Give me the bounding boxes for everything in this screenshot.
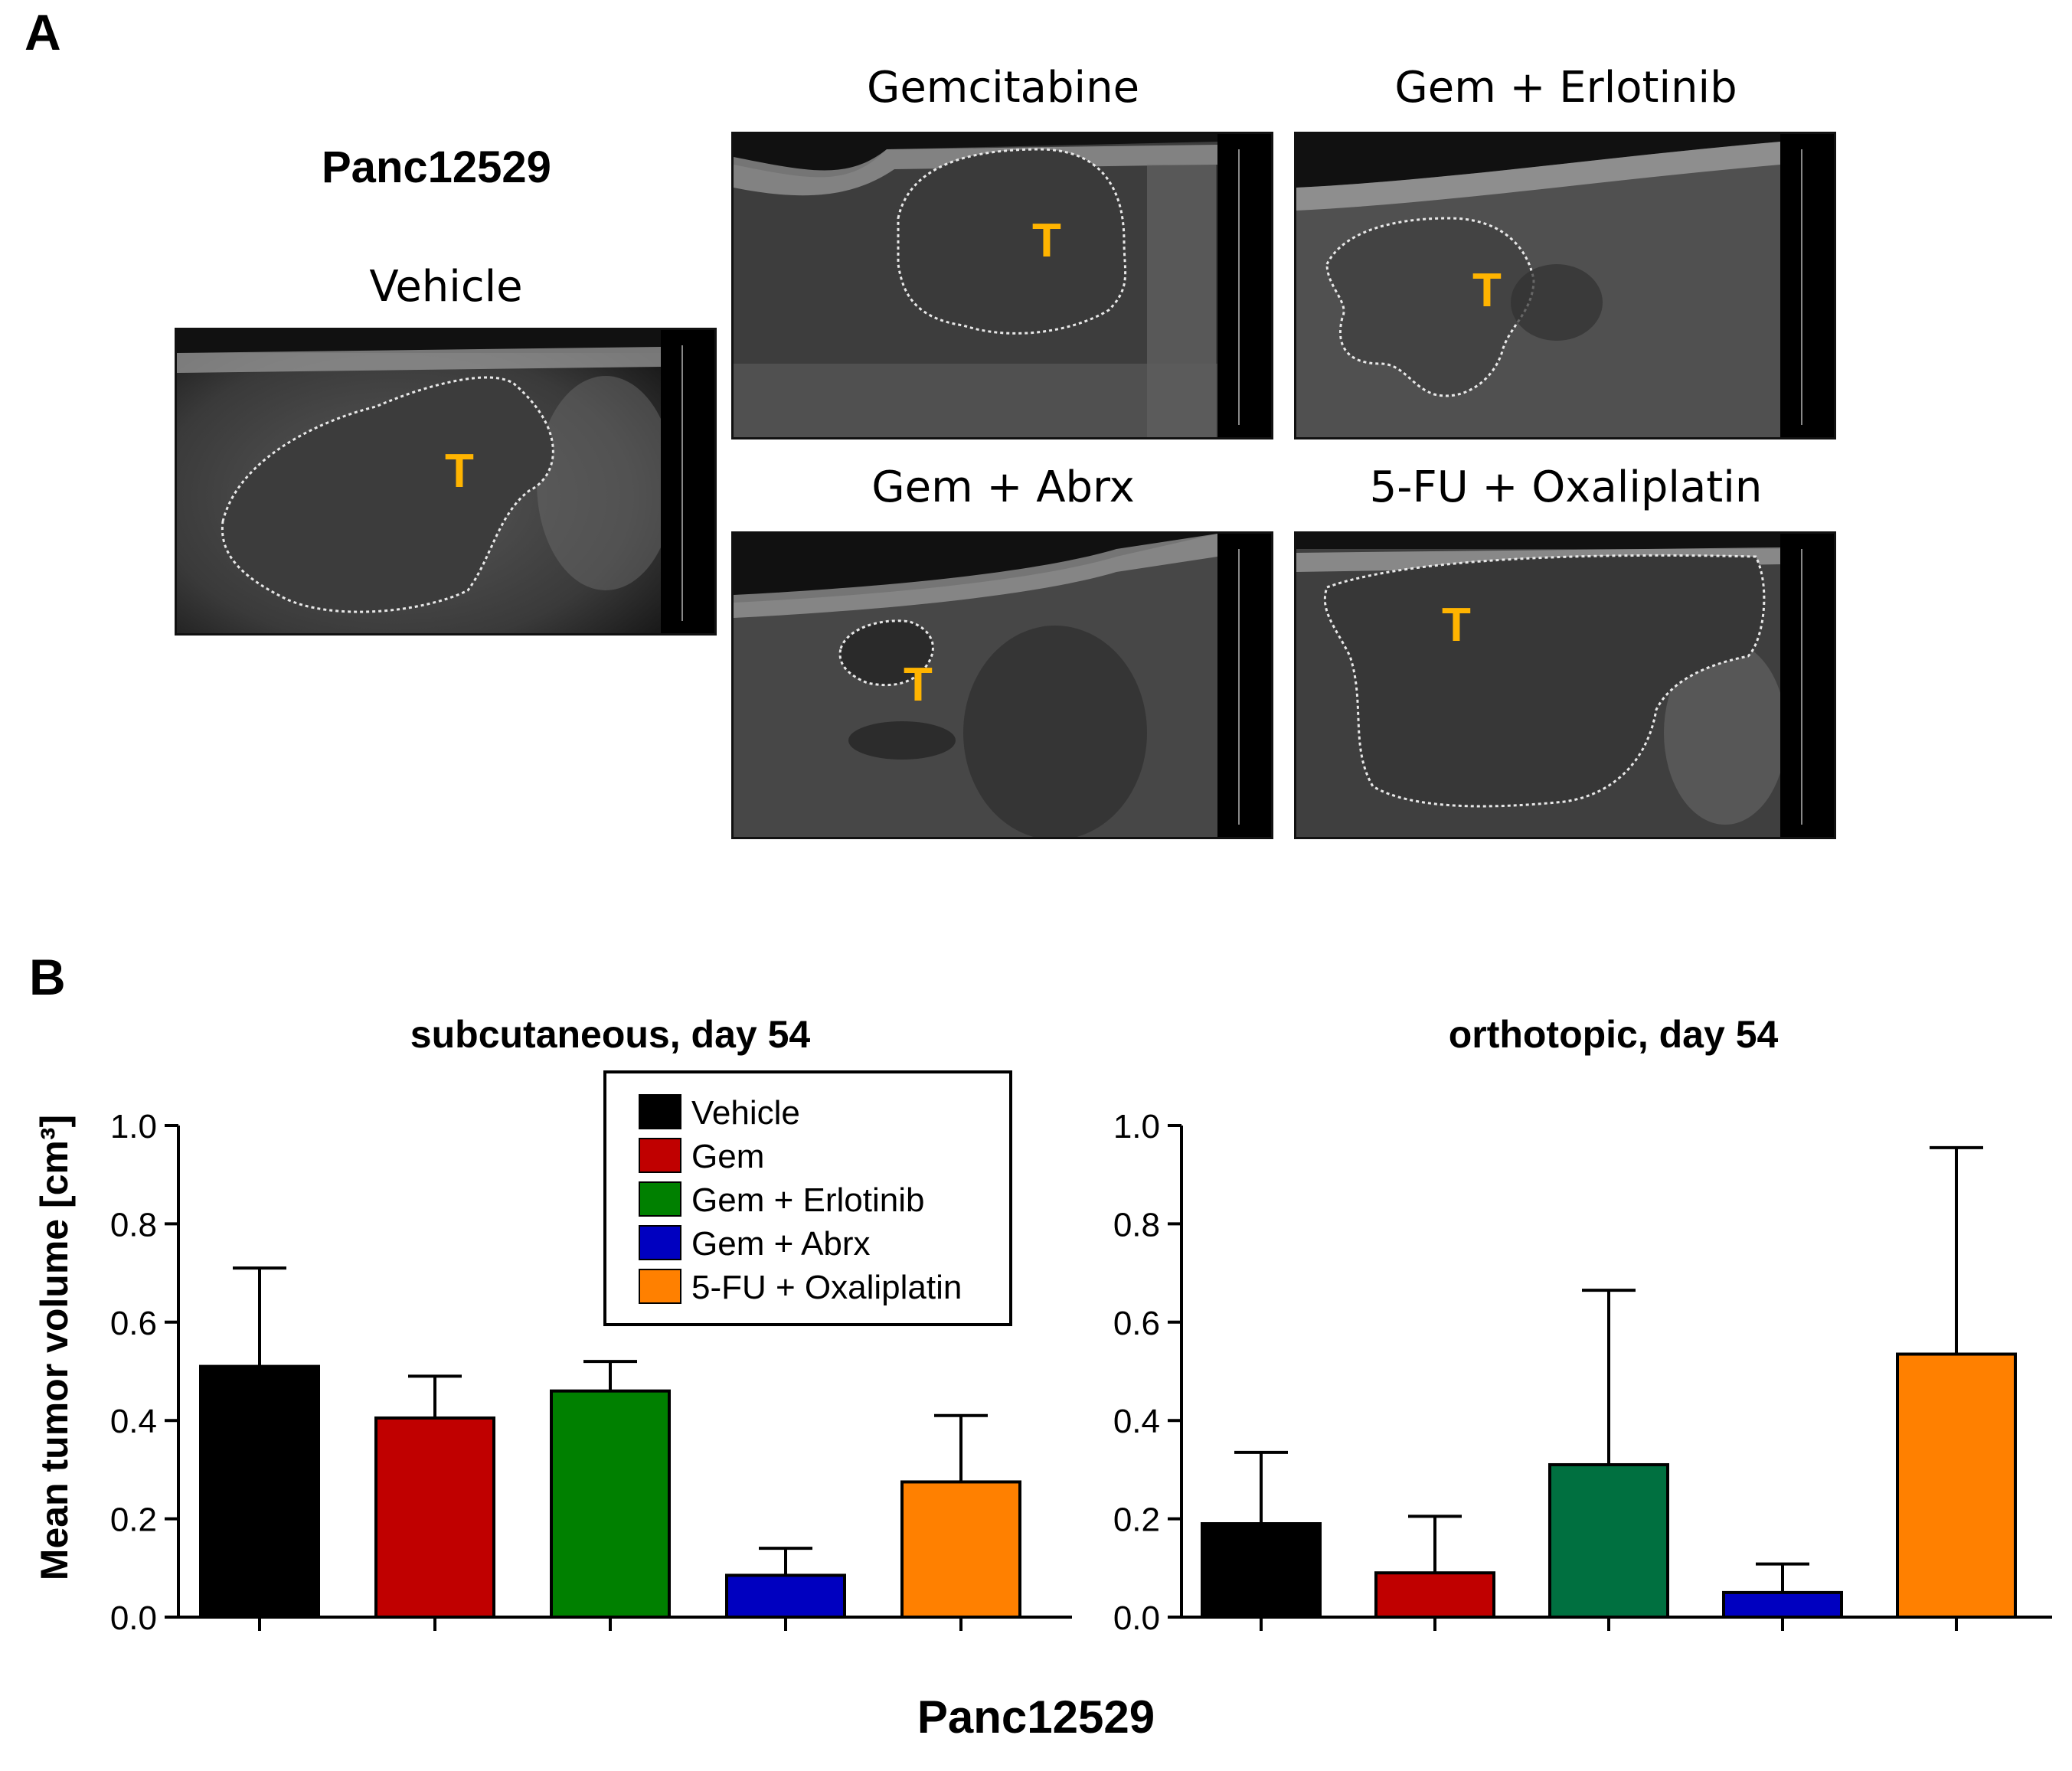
image-title-5fu-oxaliplatin: 5-FU + Oxaliplatin	[1369, 462, 1763, 512]
y-tick-label: 0.4	[110, 1403, 157, 1440]
y-tick-label: 0.0	[1113, 1599, 1160, 1637]
y-tick-label: 0.2	[1113, 1501, 1160, 1539]
y-tick-label: 1.0	[110, 1108, 157, 1145]
bar	[1548, 1462, 1669, 1619]
chart-title: subcutaneous, day 54	[410, 1013, 811, 1056]
tumor-marker: T	[904, 658, 933, 711]
y-tick-label: 0.0	[110, 1599, 157, 1637]
y-tick-label: 0.6	[110, 1305, 157, 1342]
bar	[1896, 1352, 2017, 1619]
y-tick-label: 0.8	[1113, 1206, 1160, 1243]
legend-swatch	[639, 1138, 681, 1173]
panel-a-cohort-label: Panc12529	[322, 142, 551, 192]
legend-label: Vehicle	[691, 1094, 800, 1132]
ultrasound-image-gem-erlotinib: T	[1294, 132, 1836, 439]
panel-a-letter: A	[25, 4, 61, 60]
legend-label: 5-FU + Oxaliplatin	[691, 1269, 962, 1306]
legend-swatch	[639, 1225, 681, 1260]
panel-b-footer-label: Panc12529	[917, 1691, 1155, 1743]
y-tick-label: 0.2	[110, 1501, 157, 1539]
ultrasound-image-5fu-oxaliplatin: T	[1294, 531, 1836, 839]
bar	[1201, 1522, 1322, 1619]
tumor-marker: T	[1472, 264, 1502, 317]
bar	[550, 1389, 671, 1619]
y-tick-label: 1.0	[1113, 1108, 1160, 1145]
panel-b-letter: B	[29, 949, 66, 1005]
legend-swatch	[639, 1181, 681, 1217]
image-title-gem-abrx: Gem + Abrx	[871, 462, 1135, 512]
tumor-marker: T	[1442, 599, 1471, 652]
legend-label: Gem + Erlotinib	[691, 1181, 924, 1219]
bar	[900, 1480, 1021, 1619]
bar	[1722, 1590, 1843, 1619]
image-title-gemcitabine: Gemcitabine	[866, 63, 1140, 113]
y-tick-label: 0.6	[1113, 1305, 1160, 1342]
ultrasound-image-gem-abrx: T	[731, 531, 1273, 839]
chart-title: orthotopic, day 54	[1449, 1013, 1779, 1056]
y-tick-label: 0.8	[110, 1206, 157, 1243]
ultrasound-image-gemcitabine: T	[731, 132, 1273, 439]
legend-box	[603, 1070, 1012, 1326]
ultrasound-image-vehicle: T	[175, 328, 717, 636]
bar	[725, 1573, 846, 1619]
bar	[199, 1364, 320, 1619]
tumor-marker: T	[445, 445, 474, 498]
legend-swatch	[639, 1269, 681, 1304]
legend-label: Gem + Abrx	[691, 1225, 871, 1263]
y-tick-label: 0.4	[1113, 1403, 1160, 1440]
chart-ylabel: Mean tumor volume [cm³]	[33, 1115, 76, 1580]
legend-label: Gem	[691, 1138, 764, 1175]
bar	[1374, 1571, 1495, 1619]
image-title-gem-erlotinib: Gem + Erlotinib	[1394, 63, 1737, 113]
image-title-vehicle: Vehicle	[369, 262, 523, 312]
tumor-marker: T	[1032, 214, 1061, 267]
bar	[374, 1416, 495, 1619]
legend-swatch	[639, 1094, 681, 1129]
